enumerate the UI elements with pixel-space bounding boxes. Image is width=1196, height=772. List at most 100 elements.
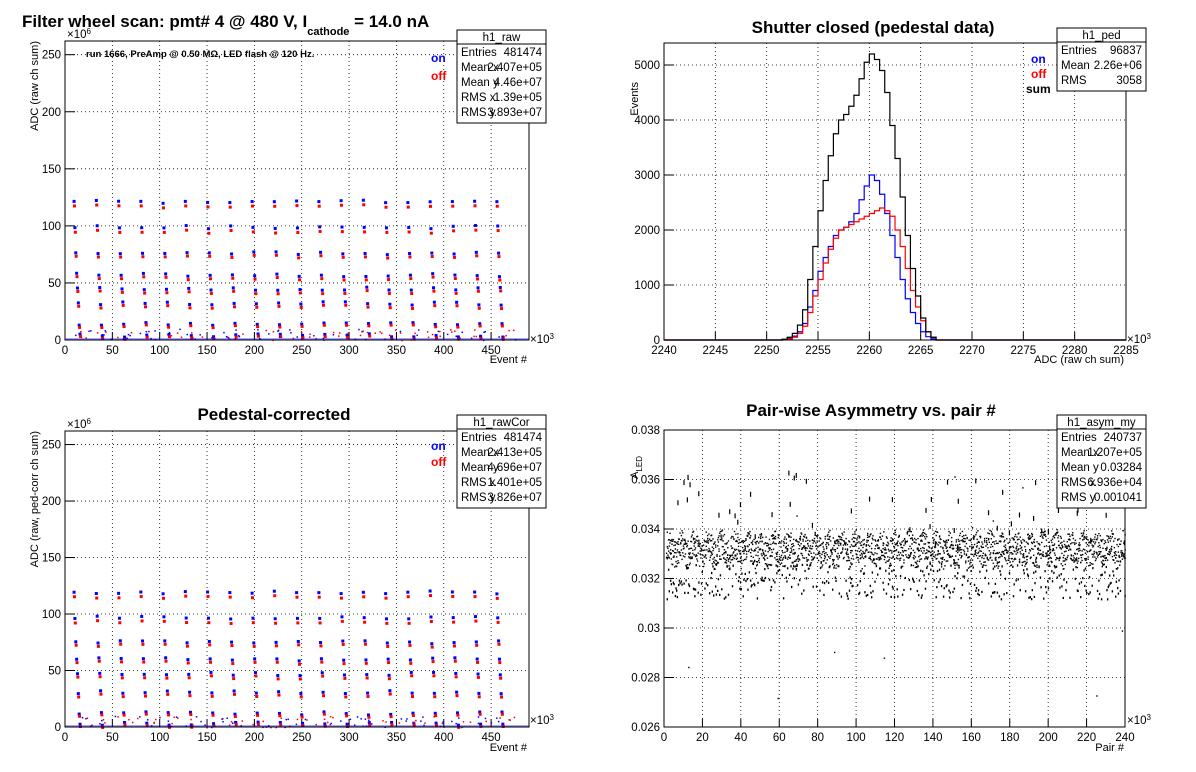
point-on (274, 640, 278, 644)
point-on (166, 323, 170, 327)
asym-point (702, 565, 705, 568)
asym-point (963, 537, 965, 540)
asym-point (1122, 529, 1124, 532)
asym-point-dip (812, 585, 814, 588)
asym-point (747, 545, 749, 548)
asym-point (694, 538, 696, 540)
point-noise (238, 335, 241, 338)
asym-point (723, 551, 726, 554)
asym-point (964, 540, 966, 543)
asym-point-dip (1105, 565, 1107, 569)
point-noise (485, 720, 488, 723)
point-off (384, 596, 388, 600)
point-noise (153, 721, 156, 724)
point-off (142, 275, 146, 279)
asym-point-dip (711, 590, 714, 593)
asym-point (714, 544, 717, 546)
asym-point (1090, 549, 1092, 551)
asym-point-dip (903, 588, 905, 592)
asym-point-dip (768, 578, 771, 581)
asym-point (1013, 538, 1015, 541)
asym-point (1016, 543, 1019, 545)
asym-point (751, 543, 754, 546)
asym-point (1123, 555, 1126, 557)
asym-point-dip (871, 571, 874, 574)
asym-point (929, 563, 931, 565)
asym-point (988, 541, 991, 543)
asym-point-dip (738, 576, 740, 579)
point-on (430, 251, 434, 255)
asym-point (725, 561, 727, 563)
asym-point (1117, 545, 1120, 548)
asym-point (1000, 554, 1003, 556)
asym-point (862, 546, 864, 549)
asym-point (853, 545, 855, 547)
asym-point (786, 547, 789, 550)
asym-point (778, 555, 781, 558)
point-off (411, 323, 415, 327)
asym-point (760, 534, 763, 536)
point-off (476, 660, 480, 664)
asym-point (1056, 532, 1058, 534)
point-noise (484, 330, 487, 333)
point-on (500, 710, 504, 714)
point-on (118, 639, 122, 643)
asym-point-dip (883, 588, 885, 591)
asym-point (924, 558, 926, 560)
asym-point (1071, 534, 1074, 537)
asym-point-dip (922, 570, 924, 573)
asym-point (1031, 535, 1034, 538)
asym-point-dip (1027, 575, 1030, 578)
asym-point (1003, 545, 1005, 548)
asym-point (815, 544, 818, 547)
asym-point (709, 540, 712, 542)
asym-point (959, 549, 962, 551)
asym-point-dip (695, 564, 697, 567)
point-on (323, 332, 327, 336)
point-noise (441, 722, 444, 725)
asym-point (957, 558, 960, 561)
asym-point (1096, 537, 1099, 539)
asym-point-dip (719, 574, 722, 577)
point-off (164, 275, 168, 279)
asym-point (850, 549, 852, 552)
asym-point (1097, 554, 1099, 556)
point-noise (349, 718, 352, 721)
point-noise (473, 335, 475, 338)
asym-point-dip (930, 568, 932, 571)
point-off (296, 231, 300, 235)
asym-point (1011, 537, 1013, 539)
point-on (342, 275, 346, 279)
asym-point (1098, 553, 1101, 555)
point-off (274, 231, 278, 235)
asym-point (1003, 540, 1005, 543)
asym-point (750, 548, 753, 550)
point-off (345, 335, 349, 339)
asym-point-dip (887, 583, 890, 586)
asym-point (826, 559, 828, 561)
asym-point (668, 539, 671, 541)
asym-point (769, 547, 771, 550)
asym-point (841, 539, 843, 541)
y-tick-label: 1000 (634, 280, 660, 292)
point-off (389, 323, 393, 327)
asym-point-dip (1098, 592, 1101, 596)
asym-point (842, 534, 844, 536)
point-off (342, 278, 346, 282)
asym-point (924, 538, 927, 540)
point-off (430, 645, 434, 649)
point-off (141, 642, 145, 646)
point-off (341, 255, 345, 259)
point-on (117, 591, 121, 595)
point-on (276, 288, 280, 292)
asym-point-dip (858, 592, 860, 596)
point-off (496, 620, 500, 624)
asym-point (712, 547, 715, 550)
point-on (295, 616, 299, 620)
x-tick-label: 60 (773, 732, 786, 744)
asym-point (812, 542, 814, 544)
asym-point (779, 559, 781, 562)
asym-point (674, 544, 677, 546)
asym-point (1051, 561, 1053, 564)
point-on (385, 641, 389, 645)
